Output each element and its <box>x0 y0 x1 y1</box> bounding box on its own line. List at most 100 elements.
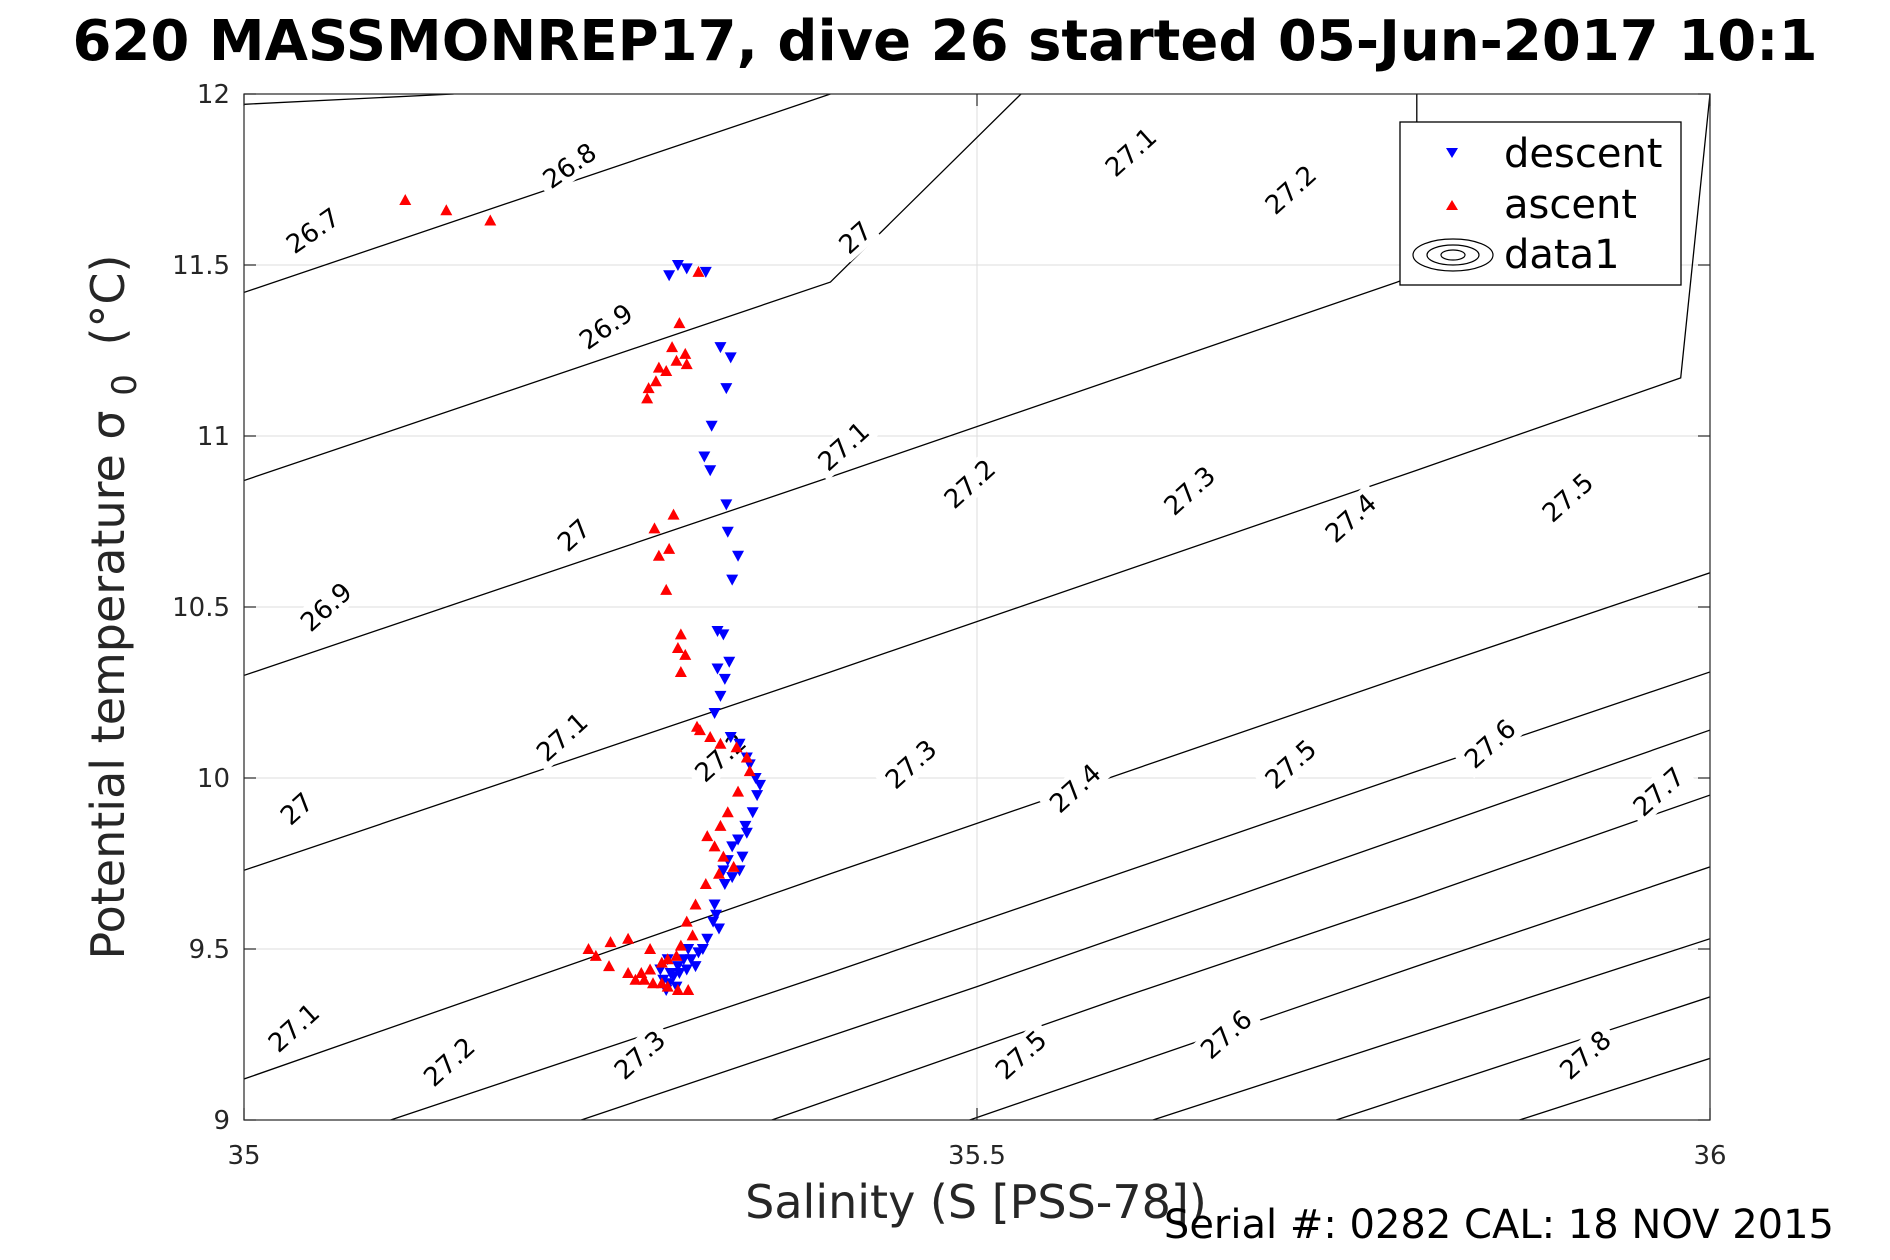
ascent-point <box>740 751 753 763</box>
ascent-point <box>655 956 668 968</box>
ascent-point <box>582 943 595 954</box>
descent-point <box>724 731 737 743</box>
descent-point <box>718 673 731 685</box>
ascent-point <box>670 949 683 961</box>
descent-point <box>736 851 749 863</box>
descent-point <box>751 790 764 802</box>
ascent-point <box>484 214 497 226</box>
descent-point <box>732 550 745 562</box>
y-tick-label-2: 10 <box>197 764 230 794</box>
ascent-point <box>629 973 642 985</box>
ascent-point <box>674 665 687 677</box>
data-points <box>399 194 767 997</box>
descent-point <box>711 663 724 675</box>
descent-point <box>671 260 684 271</box>
ascent-point <box>642 382 655 394</box>
contour-line-26.9 <box>244 94 1022 482</box>
legend-descent-marker <box>1446 148 1458 158</box>
ascent-point <box>692 265 705 277</box>
ascent-point <box>641 392 654 404</box>
ascent-point <box>638 973 651 985</box>
descent-point <box>708 708 721 720</box>
ascent-point <box>603 960 616 972</box>
descent-point <box>721 526 734 538</box>
ascent-point <box>667 508 680 520</box>
ascent-point <box>644 963 657 975</box>
ascent-point <box>644 943 657 954</box>
contour-label-bg <box>874 729 948 799</box>
ascent-point <box>679 648 692 660</box>
descent-point <box>746 807 759 819</box>
descent-point <box>708 899 721 911</box>
descent-point <box>705 420 718 432</box>
ascent-point <box>732 785 745 797</box>
descent-point <box>701 933 714 945</box>
contour-line-27.1 <box>244 94 1710 871</box>
descent-point <box>699 266 712 278</box>
contour-label-bg <box>1039 753 1112 823</box>
ascent-point <box>704 730 717 742</box>
descent-point <box>698 451 711 463</box>
descent-point <box>726 841 739 853</box>
descent-point <box>720 383 733 395</box>
ascent-point <box>399 194 412 206</box>
contour-line-27.7 <box>1152 938 1710 1120</box>
x-tick-label-2: 36 <box>1693 1141 1726 1171</box>
ascent-point <box>680 915 693 927</box>
descent-point <box>663 270 676 282</box>
contour-label-bg <box>933 449 1006 519</box>
ascent-point <box>727 860 740 872</box>
descent-point <box>717 629 730 641</box>
ascent-point <box>648 522 661 534</box>
y-tick-label-0: 9 <box>213 1106 230 1136</box>
axis-ticks: 35 35.5 36 9 9.5 10 10.5 11 11.5 12 <box>172 80 1726 1171</box>
ascent-point <box>440 204 453 216</box>
legend-descent-label: descent <box>1504 131 1662 177</box>
ascent-point <box>674 628 687 640</box>
descent-point <box>673 967 686 979</box>
descent-point <box>689 961 702 973</box>
legend-ascent-marker <box>1446 200 1458 210</box>
contour-label-bg <box>413 1027 486 1097</box>
contour-label-bg <box>984 1020 1058 1090</box>
y-axis-label-unit: (°C) <box>81 255 135 346</box>
contour-line-27.6 <box>969 866 1710 1120</box>
descent-point <box>717 865 730 877</box>
contour-label-bg <box>526 702 599 772</box>
contour-line-27.8 <box>1335 996 1710 1120</box>
contour-label-bg <box>1153 456 1226 526</box>
descent-point <box>754 779 767 791</box>
descent-point <box>739 820 752 832</box>
contour-label-bg <box>1622 757 1695 827</box>
ascent-point <box>671 984 684 996</box>
ascent-point <box>682 984 695 996</box>
ascent-point <box>660 583 673 595</box>
ascent-point <box>699 878 712 890</box>
contour-label-bg <box>1531 463 1604 533</box>
svg-text:Potential temperature σ: Potential temperature σ 0 (°C) <box>81 255 147 960</box>
legend-contour-icon <box>1412 238 1494 272</box>
descent-point <box>711 625 724 637</box>
contour-label-bg <box>568 294 644 359</box>
contour-line-26.7 <box>244 94 454 105</box>
y-axis-label-main: Potential temperature σ <box>81 410 135 959</box>
descent-point <box>718 879 731 891</box>
ascent-point <box>674 939 687 951</box>
ascent-point <box>689 898 702 910</box>
contour-label-bg <box>1094 117 1167 187</box>
legend-ascent-label: ascent <box>1504 182 1637 228</box>
descent-point <box>677 954 690 966</box>
descent-point <box>714 342 727 354</box>
y-axis-label-subscript: 0 <box>105 374 145 396</box>
contour-label-bg <box>275 198 351 264</box>
contour-label-bg <box>1254 729 1327 799</box>
y-tick-label-3: 10.5 <box>172 593 230 623</box>
ascent-point <box>693 724 706 736</box>
ascent-point <box>622 932 635 944</box>
y-axis-label: Potential temperature σ 0 (°C) <box>81 255 147 960</box>
ascent-point <box>701 830 714 842</box>
descent-point <box>740 827 753 839</box>
descent-point <box>710 909 723 921</box>
contour-label-bg <box>290 572 363 642</box>
contour-label-bg <box>1454 709 1527 779</box>
